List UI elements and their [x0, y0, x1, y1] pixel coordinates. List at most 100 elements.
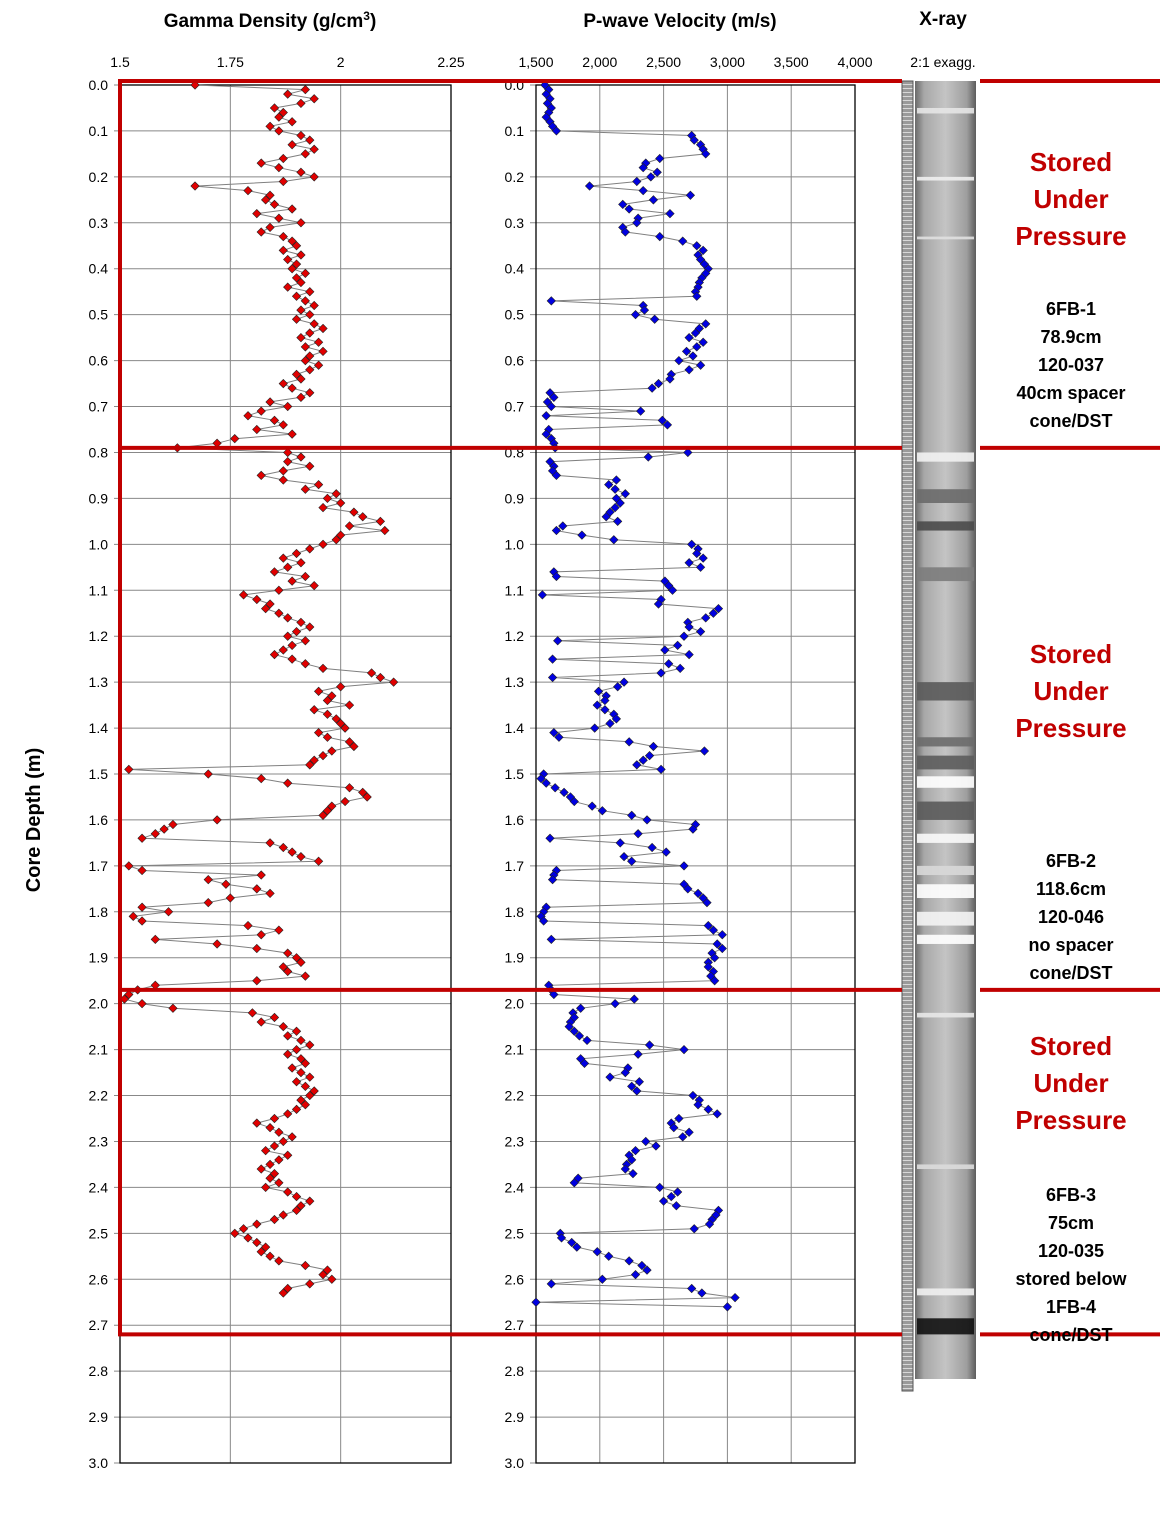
- dens-x-tick-label: 1.5: [110, 54, 130, 70]
- dens-point: [296, 1054, 306, 1064]
- dens-point: [265, 1251, 275, 1261]
- dens-y-tick-label: 0.3: [89, 215, 109, 231]
- vel-point: [547, 875, 558, 885]
- dens-point: [278, 1288, 288, 1298]
- vel-point: [647, 842, 657, 853]
- vel-point: [666, 1191, 676, 1202]
- dens-point: [296, 1035, 306, 1046]
- vel-y-tick-label: 0.2: [505, 169, 525, 185]
- vel-point: [546, 296, 556, 306]
- xray-band: [917, 755, 974, 770]
- dens-point: [283, 631, 293, 641]
- section-status-label: Pressure: [1015, 713, 1126, 743]
- dens-point: [318, 502, 328, 513]
- vel-point: [712, 1109, 722, 1119]
- vel-point: [679, 631, 689, 641]
- vel-point: [546, 401, 556, 412]
- vel-point: [549, 392, 559, 402]
- dens-point: [278, 245, 288, 255]
- velocity-chart-title: P-wave Velocity (m/s): [583, 11, 776, 32]
- vel-point: [646, 172, 656, 182]
- vel-point: [634, 1077, 644, 1087]
- vel-point: [638, 186, 648, 196]
- velocity-x-ticks: 1,500 2,000 2,500 3,000 3,500 4,000: [518, 54, 872, 70]
- dens-point: [225, 893, 235, 903]
- dens-y-tick-label: 1.5: [89, 766, 109, 782]
- vel-point: [627, 810, 637, 820]
- dens-point: [300, 1100, 310, 1110]
- dens-y-tick-label: 2.0: [89, 996, 109, 1012]
- vel-point: [651, 1141, 661, 1151]
- dens-point: [283, 562, 293, 572]
- dens-point: [300, 355, 310, 366]
- vel-point: [665, 208, 675, 219]
- dens-point: [349, 507, 359, 517]
- vel-point: [584, 181, 595, 191]
- dens-point: [203, 769, 213, 779]
- dens-y-tick-label: 0.6: [89, 353, 109, 369]
- vel-point: [684, 1127, 694, 1137]
- vel-point: [613, 516, 623, 526]
- vel-point: [703, 962, 713, 972]
- vel-point: [569, 1026, 579, 1036]
- dens-point: [274, 163, 284, 173]
- vel-point: [590, 723, 600, 733]
- dens-y-tick-label: 1.6: [89, 812, 109, 828]
- vel-point: [611, 475, 622, 485]
- dens-point: [256, 1164, 266, 1174]
- vel-point: [648, 195, 659, 205]
- vel-point: [627, 1155, 637, 1165]
- xray-subtitle: 2:1 exagg.: [910, 54, 975, 70]
- vel-point: [536, 773, 546, 784]
- dens-point: [278, 153, 288, 164]
- vel-point: [610, 484, 620, 494]
- dens-point: [296, 305, 306, 315]
- dens-point: [318, 539, 328, 549]
- dens-point: [309, 705, 319, 715]
- vel-point: [684, 365, 694, 375]
- dens-point: [265, 397, 275, 407]
- vel-point: [683, 884, 693, 894]
- dens-point: [291, 953, 302, 963]
- vel-point: [692, 342, 702, 352]
- vel-point: [717, 930, 727, 940]
- dens-point: [252, 1219, 262, 1229]
- dens-point: [168, 819, 178, 830]
- vel-point: [655, 231, 665, 242]
- dens-point: [265, 1123, 275, 1133]
- dens-point: [318, 323, 328, 334]
- dens-y-tick-label: 2.7: [89, 1317, 109, 1333]
- dens-point: [269, 1141, 280, 1151]
- dens-point: [243, 186, 253, 196]
- dens-point: [203, 897, 213, 908]
- dens-point: [247, 1008, 258, 1018]
- dens-point: [327, 1274, 337, 1284]
- vel-point: [669, 1123, 679, 1133]
- xray-band: [917, 833, 974, 843]
- vel-y-tick-label: 2.6: [505, 1271, 525, 1287]
- vel-point: [665, 374, 675, 384]
- dens-point: [278, 1136, 288, 1147]
- vel-point: [647, 383, 657, 393]
- dens-point: [150, 829, 160, 839]
- section-info-line: cone/DST: [1029, 963, 1112, 983]
- xray-band: [917, 1318, 974, 1335]
- section-status-label: Under: [1033, 1068, 1108, 1098]
- vel-point: [674, 355, 684, 366]
- dens-point: [283, 1109, 293, 1119]
- dens-y-tick-label: 0.1: [89, 123, 109, 139]
- dens-point: [212, 939, 222, 949]
- dens-point: [287, 1063, 297, 1073]
- vel-point: [541, 411, 551, 421]
- dens-point: [313, 360, 324, 370]
- dens-point: [283, 1049, 293, 1059]
- dens-point: [283, 966, 293, 977]
- dens-y-tick-label: 0.4: [89, 261, 109, 277]
- dens-point: [265, 121, 275, 131]
- dens-point: [291, 626, 302, 637]
- dens-point: [287, 1132, 297, 1142]
- dens-point: [300, 149, 310, 159]
- dens-point: [269, 1168, 280, 1179]
- vel-point: [655, 1182, 665, 1193]
- vel-point: [708, 608, 718, 618]
